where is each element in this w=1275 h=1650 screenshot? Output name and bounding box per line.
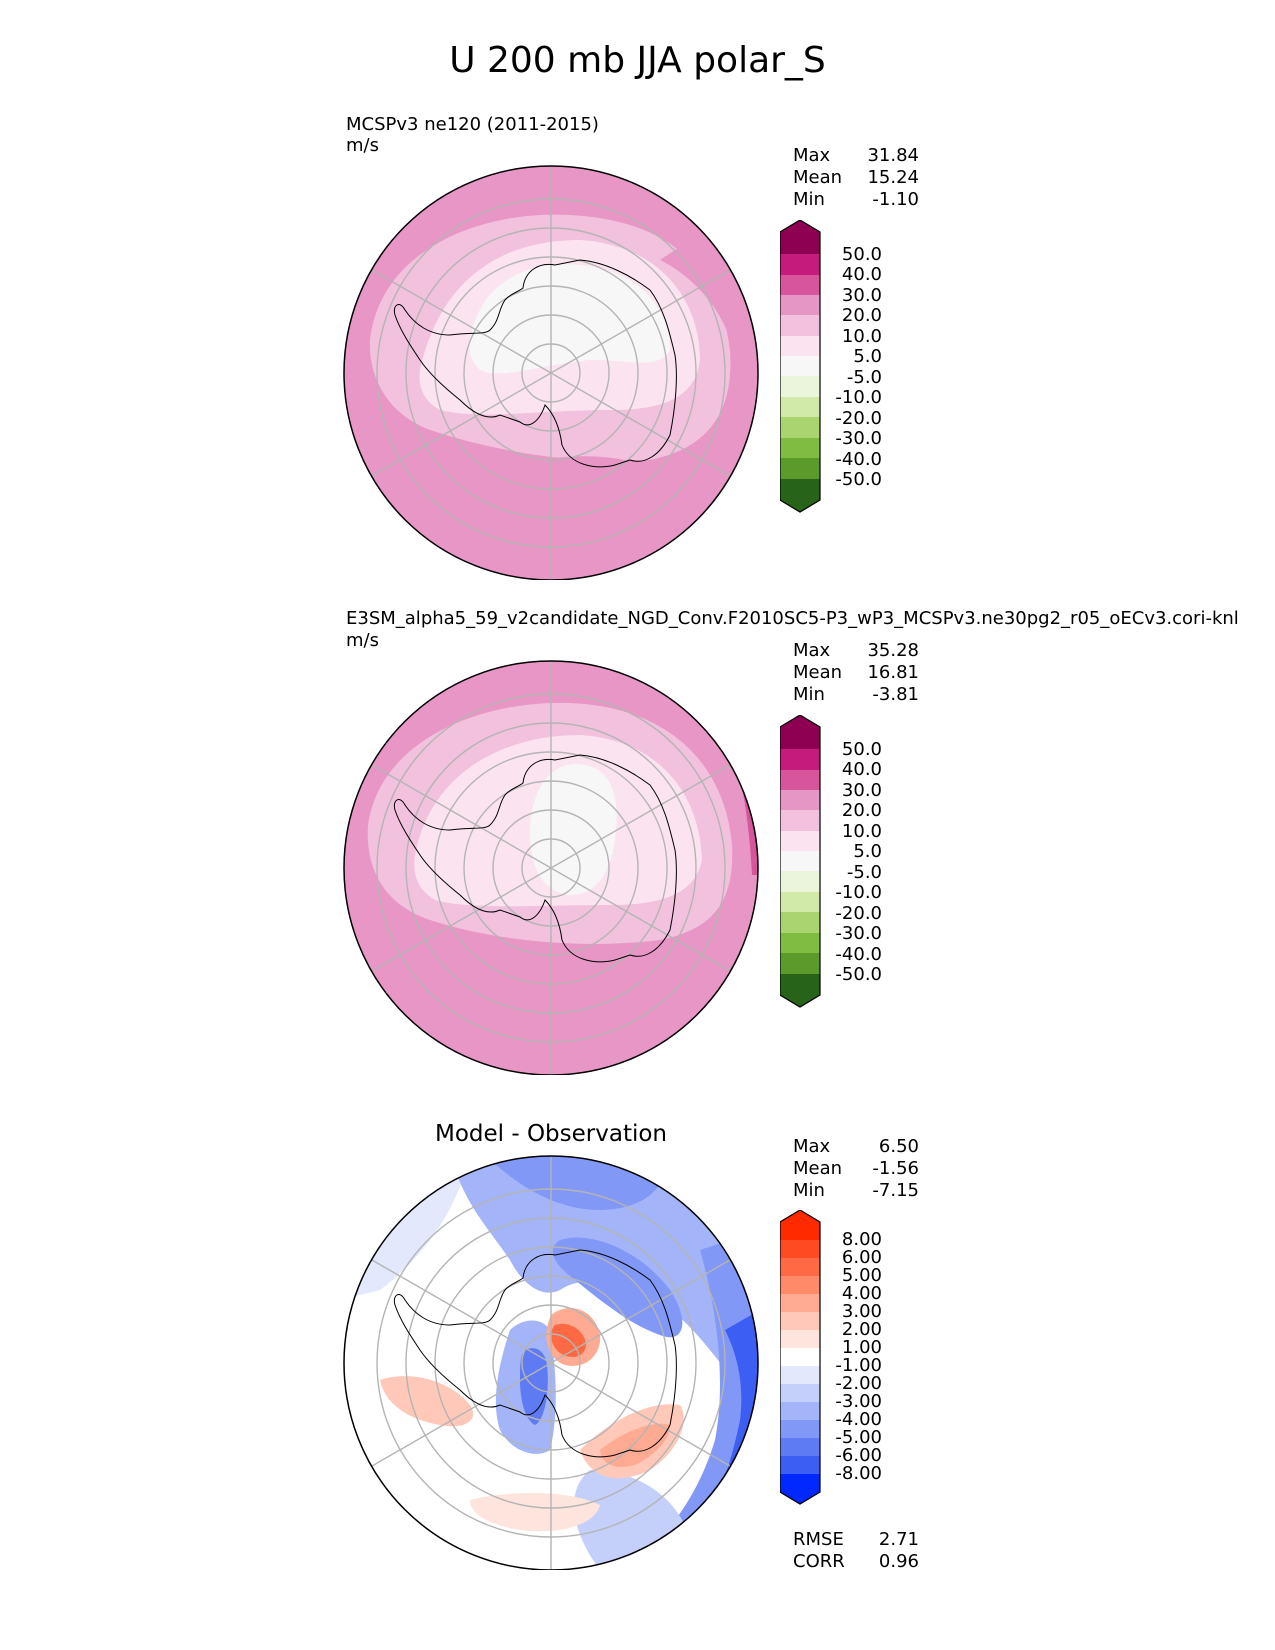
cb1-label: 30.0 (841, 285, 882, 306)
cb2-label: 10.0 (841, 821, 882, 842)
cb3-label: -3.00 (835, 1391, 882, 1412)
panel-3-polar-map (343, 1155, 759, 1570)
panel-1-polar-map (343, 165, 759, 580)
panel-1-label: MCSPv3 ne120 (2011-2015) (346, 114, 599, 135)
panel-3-map-border (343, 1155, 759, 1570)
cb3-label: -6.00 (835, 1445, 882, 1466)
cb1-label: 5.0 (853, 346, 882, 367)
cb1-label: -40.0 (835, 449, 882, 470)
cb2-label: -20.0 (835, 903, 882, 924)
panel-2-colorbar (780, 715, 821, 1008)
cb3-label: -1.00 (835, 1355, 882, 1376)
cb2-label: 20.0 (841, 800, 882, 821)
panel-1-coastline (393, 259, 677, 468)
cb2-label: -5.0 (846, 862, 882, 883)
cb3-label: 4.00 (841, 1283, 882, 1304)
cb3-label: 6.00 (841, 1247, 882, 1268)
panel-3-coastline (393, 1249, 677, 1458)
cb3-label: 8.00 (841, 1229, 882, 1250)
cb2-label: -50.0 (835, 964, 882, 985)
cb1-label: -30.0 (835, 428, 882, 449)
cb3-label: -4.00 (835, 1409, 882, 1430)
panel-3-corr: CORR 0.96 (793, 1551, 919, 1572)
cb3-label: 5.00 (841, 1265, 882, 1286)
cb3-label: -8.00 (835, 1463, 882, 1484)
cb2-label: 30.0 (841, 780, 882, 801)
panel-3-stat-max: Max 6.50 (793, 1136, 919, 1157)
cb2-label: -30.0 (835, 923, 882, 944)
panel-3-stat-min: Min -7.15 (793, 1180, 919, 1201)
panel-3-title: Model - Observation (434, 1121, 668, 1147)
panel-3-stat-mean: Mean -1.56 (793, 1158, 919, 1179)
panel-2-stat-mean: Mean 16.81 (793, 662, 919, 683)
cb3-label: 2.00 (841, 1319, 882, 1340)
cb2-label: 40.0 (841, 759, 882, 780)
cb1-label: -20.0 (835, 408, 882, 429)
panel-2-coastline (393, 754, 677, 963)
cb1-label: 10.0 (841, 326, 882, 347)
cb2-label: -40.0 (835, 944, 882, 965)
panel-2-graticule (371, 661, 731, 1075)
cb3-label: 3.00 (841, 1301, 882, 1322)
cb3-label: -5.00 (835, 1427, 882, 1448)
panel-3-rmse: RMSE 2.71 (793, 1529, 919, 1550)
panel-3-graticule (371, 1156, 731, 1570)
panel-2-label: E3SM_alpha5_59_v2candidate_NGD_Conv.F201… (346, 608, 1239, 629)
cb1-label: -5.0 (846, 367, 882, 388)
panel-1-stat-min: Min -1.10 (793, 189, 919, 210)
panel-1-graticule (371, 166, 731, 580)
cb1-label: -10.0 (835, 387, 882, 408)
cb1-label: 50.0 (841, 244, 882, 265)
panel-2-polar-map (343, 660, 759, 1075)
panel-1-contour-field (344, 166, 758, 580)
panel-1-stat-max: Max 31.84 (793, 145, 919, 166)
cb1-label: 20.0 (841, 305, 882, 326)
cb1-label: 40.0 (841, 264, 882, 285)
panel-2-stat-min: Min -3.81 (793, 684, 919, 705)
panel-1-units: m/s (346, 135, 379, 156)
cb2-label: 5.0 (853, 841, 882, 862)
panel-2-map-border (343, 660, 759, 1075)
panel-1-stat-mean: Mean 15.24 (793, 167, 919, 188)
panel-1-colorbar (780, 220, 821, 513)
cb3-label: 1.00 (841, 1337, 882, 1358)
cb3-label: -2.00 (835, 1373, 882, 1394)
figure-title: U 200 mb JJA polar_S (449, 40, 826, 81)
panel-2-units: m/s (346, 630, 379, 651)
panel-1-map-border (343, 165, 759, 580)
cb2-label: -10.0 (835, 882, 882, 903)
cb1-label: -50.0 (835, 469, 882, 490)
panel-3-colorbar (780, 1210, 821, 1505)
cb2-label: 50.0 (841, 739, 882, 760)
panel-2-stat-max: Max 35.28 (793, 640, 919, 661)
